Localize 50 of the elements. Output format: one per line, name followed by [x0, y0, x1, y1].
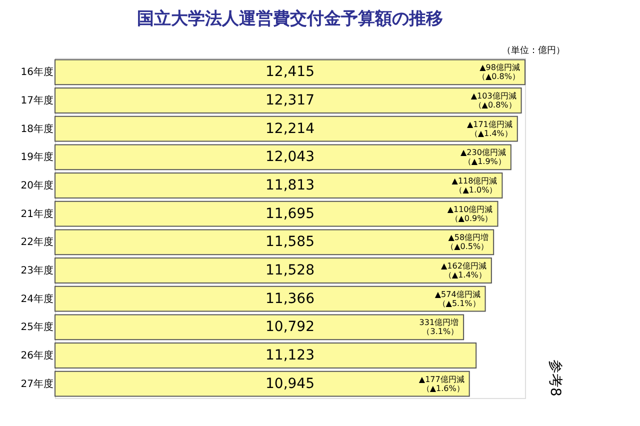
annotation: ▲162億円減（▲1.4%）	[441, 262, 486, 280]
bar	[54, 144, 512, 170]
data-label: 10,792	[266, 319, 314, 336]
text: （単位：億円）	[502, 45, 565, 56]
y-tick-label: 21年度	[20, 208, 54, 220]
data-label: 12,214	[266, 120, 315, 137]
y-tick-label: 23年度	[20, 264, 54, 276]
data-label: 11,528	[266, 262, 314, 278]
data-label: 10,945	[266, 376, 314, 392]
data-label: 12,043	[266, 149, 314, 166]
bar	[54, 314, 464, 340]
bar	[54, 286, 486, 312]
data-label: 11,695	[266, 206, 314, 222]
annotation: ▲574億円減（▲5.1%）	[434, 290, 480, 308]
text: 参考8	[547, 360, 563, 396]
y-tick-label: 22年度	[20, 236, 54, 248]
annotation: ▲230億円減（▲1.9%）	[460, 148, 506, 166]
y-tick-label: 19年度	[20, 151, 54, 164]
data-label: 12,317	[266, 92, 314, 108]
bar	[54, 116, 518, 142]
data-label: 11,813	[266, 178, 314, 194]
y-tick-label: 16年度	[20, 66, 54, 78]
y-tick-label: 24年度	[20, 292, 54, 305]
data-label: 11,366	[266, 290, 315, 307]
annotation: ▲118億円減（▲1.0%）	[452, 176, 498, 194]
bar	[54, 370, 470, 397]
y-tick-label: 20年度	[20, 180, 54, 192]
y-tick-label: 18年度	[20, 122, 54, 135]
bar	[54, 88, 522, 114]
annotation: ▲98億円減（▲0.8%）	[478, 63, 520, 82]
annotation: ▲171億円減（▲1.4%）	[466, 120, 512, 138]
annotation: ▲110億円減（▲0.9%）	[447, 204, 493, 223]
data-label: 12,415	[266, 64, 314, 80]
y-tick-label: 27年度	[20, 378, 54, 390]
data-label: 11,585	[266, 234, 314, 250]
data-label: 11,123	[266, 348, 314, 364]
bar	[54, 229, 494, 256]
bar	[54, 59, 526, 86]
annotation: ▲103億円減（▲0.8%）	[470, 92, 516, 110]
bar	[54, 258, 492, 284]
annotation: ▲177億円減（▲1.6%）	[418, 374, 464, 393]
annotation: 331億円増（3.1%）	[419, 318, 459, 336]
chart-title: 国立大学法人運営費交付金予算額の推移	[137, 9, 443, 29]
y-tick-label: 26年度	[20, 350, 54, 362]
bar	[54, 200, 498, 227]
bar	[54, 342, 477, 368]
y-tick-label: 17年度	[20, 94, 54, 106]
annotation: ▲58億円増（▲0.5%）	[446, 233, 489, 252]
bar	[54, 172, 503, 198]
y-tick-label: 25年度	[20, 321, 54, 334]
